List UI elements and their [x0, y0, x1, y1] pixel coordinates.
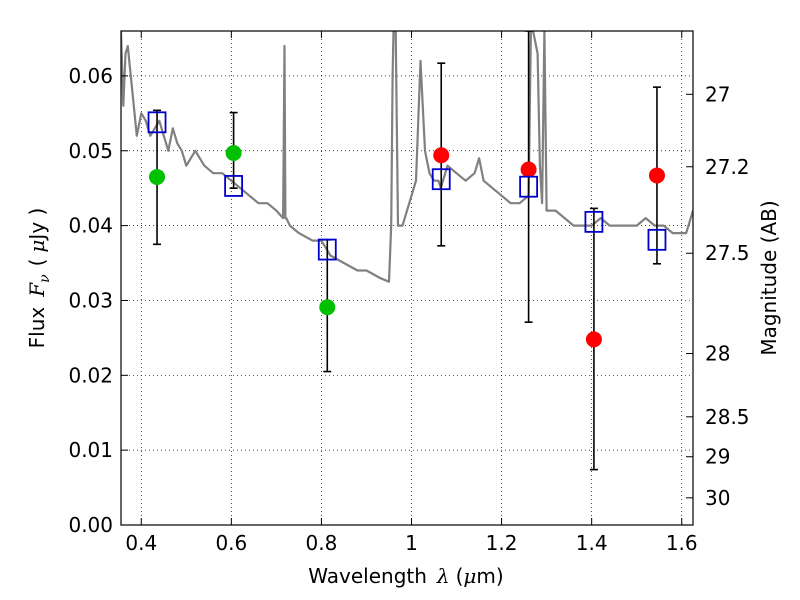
spectrum-series [121, 31, 693, 283]
y2-tick-label: 28.5 [705, 405, 750, 429]
y-tick-label: 0.01 [68, 438, 113, 462]
model-box [147, 111, 167, 134]
y-tick-label: 0.05 [68, 139, 113, 163]
x-tick-label: 1.6 [666, 531, 698, 555]
model-box [584, 210, 604, 233]
spectrum-line [121, 31, 693, 283]
y-tick-label: 0.00 [68, 513, 113, 537]
y2-tick-label: 27.5 [705, 241, 750, 265]
x-tick-label: 0.8 [306, 531, 338, 555]
plot-frame [120, 30, 694, 526]
x-tick-label: 0.4 [125, 531, 157, 555]
y2-tick-label: 27.2 [705, 155, 750, 179]
y2-tick-label: 29 [705, 445, 730, 469]
y-tick-label: 0.04 [68, 214, 113, 238]
x-tick-label: 0.6 [215, 531, 247, 555]
green-point [225, 145, 242, 162]
model-box [224, 175, 243, 197]
model-box [317, 238, 337, 261]
model-box [647, 228, 667, 251]
x-tick-label: 1.4 [576, 531, 608, 555]
y2-tick-label: 30 [705, 486, 730, 510]
y-axis-label: FluxFν(μJy ) [25, 208, 53, 349]
plot-area [121, 31, 693, 471]
x-tick-label: 1.2 [486, 531, 518, 555]
y-tick-label: 0.06 [68, 64, 113, 88]
x-axis-label: Wavelength λ (μm) [308, 564, 503, 588]
red-point [585, 331, 602, 348]
y2-tick-label: 28 [705, 342, 730, 366]
red-point [648, 167, 665, 184]
green-point [319, 299, 336, 316]
model-box [519, 175, 539, 198]
y2-axis-label: Magnitude (AB) [757, 200, 781, 355]
y2-tick-label: 27 [705, 82, 730, 106]
red-point [520, 161, 537, 178]
points [147, 111, 667, 348]
y-tick-label: 0.02 [68, 363, 113, 387]
y-tick-label: 0.03 [68, 288, 113, 312]
model-box [431, 168, 451, 191]
axis-ticks: 0.4 0.6 0.8 1 1.2 1.4 1.6 0.00 0.01 0.02 0.03 0.04 0… [68, 31, 750, 555]
red-point [433, 147, 450, 164]
green-point [149, 168, 166, 185]
x-tick-label: 1 [405, 531, 418, 555]
